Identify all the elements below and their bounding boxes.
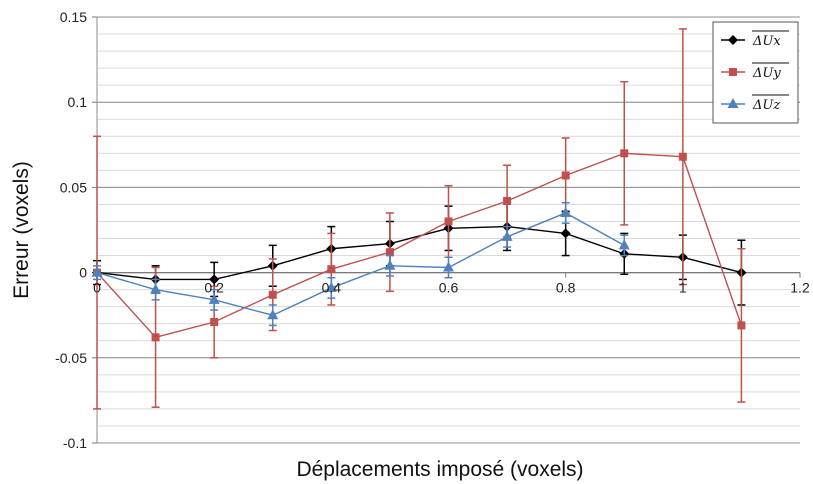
data-point — [618, 239, 630, 250]
legend-label: ΔUy — [752, 66, 781, 81]
x-tick-label: 0.4 — [322, 280, 342, 296]
legend-marker — [727, 98, 739, 108]
tick-labels: -0.1 -0.05 0 0.05 0.1 0.15 0 0.2 0.4 0.6 0.8 1 1.2 — [55, 9, 810, 451]
data-point — [737, 321, 746, 330]
legend-item: ΔUx — [721, 30, 789, 49]
data-point — [151, 333, 160, 342]
data-point — [384, 259, 396, 270]
y-axis-title: Erreur (voxels) — [10, 161, 33, 299]
data-point — [560, 206, 572, 217]
y-tick-label: -0.05 — [55, 350, 87, 366]
data-point — [561, 171, 570, 180]
data-point — [150, 283, 162, 294]
series-line — [96, 212, 625, 316]
data-point — [325, 281, 337, 292]
x-axis-title: Déplacements imposé (voxels) — [296, 458, 583, 481]
data-point — [268, 290, 277, 299]
data-point — [501, 230, 513, 241]
data-point — [503, 197, 512, 206]
legend-marker — [728, 35, 738, 45]
data-point — [443, 261, 454, 272]
series-layer — [91, 28, 747, 410]
legend-label: ΔUx — [752, 34, 781, 49]
x-tick-label: 0.2 — [204, 280, 224, 296]
series-line — [96, 225, 742, 281]
x-tick-label: 1 — [679, 280, 687, 296]
legend-label: ΔUz — [752, 98, 780, 113]
data-point — [208, 293, 220, 304]
y-tick-label: -0.1 — [63, 435, 87, 451]
y-tick-label: 0.15 — [60, 9, 87, 25]
y-tick-label: 0.05 — [60, 179, 87, 195]
x-tick-label: 0.6 — [439, 280, 459, 296]
data-point — [267, 309, 279, 320]
data-point — [209, 274, 220, 285]
series-triangle — [91, 201, 630, 327]
legend-marker — [729, 68, 737, 76]
data-point — [620, 149, 629, 158]
y-tick-label: 0.1 — [68, 94, 88, 110]
data-point — [210, 318, 219, 327]
x-tick-label: 1.2 — [790, 280, 810, 296]
x-tick-label: 0.8 — [556, 280, 576, 296]
data-point — [678, 152, 687, 161]
data-point — [444, 217, 453, 226]
x-tick-label: 0 — [93, 280, 101, 296]
legend-item: ΔUy — [721, 62, 789, 81]
data-point — [327, 265, 336, 274]
legend: ΔUx ΔUy ΔUz — [712, 21, 799, 124]
data-point — [560, 228, 571, 239]
legend-item: ΔUz — [721, 94, 789, 113]
data-point — [91, 266, 103, 277]
data-point — [385, 248, 394, 257]
y-tick-label: 0 — [79, 265, 87, 281]
series-line — [96, 152, 743, 339]
